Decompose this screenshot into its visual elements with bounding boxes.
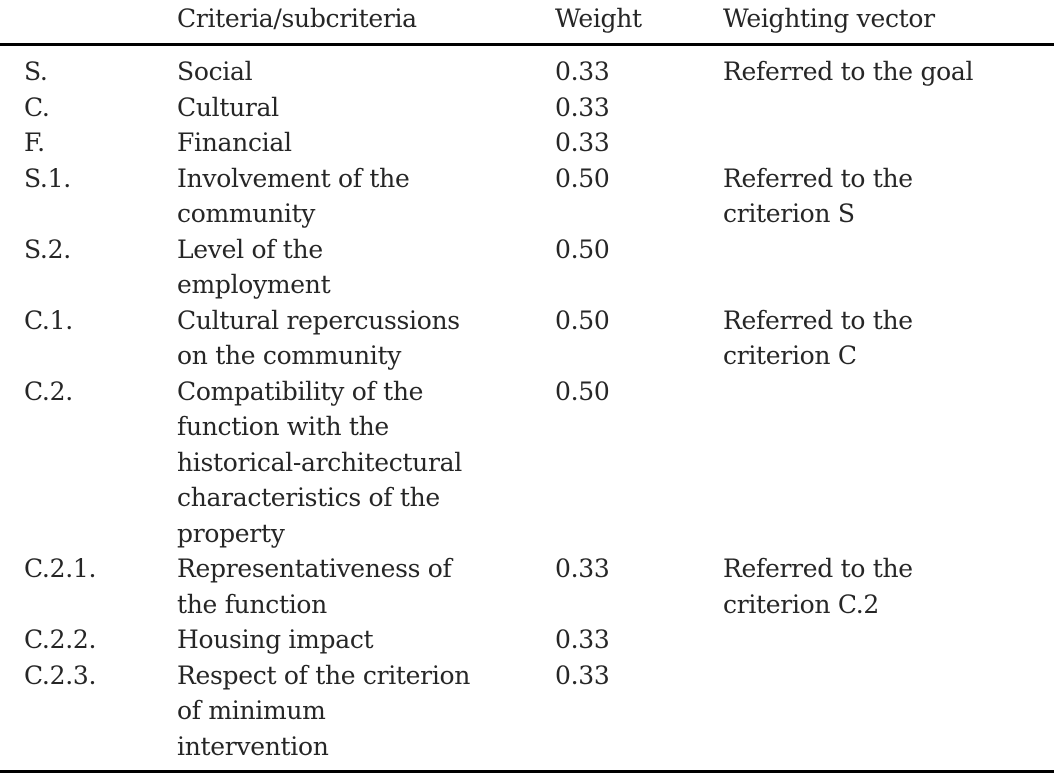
criteria-line: Cultural [177,92,279,122]
row-weight: 0.50 [555,305,610,335]
criteria-line: Involvement of the [177,163,410,193]
criteria-line: function with the [177,412,389,441]
row-criteria: Social [177,54,555,90]
row-criteria: Respect of the criterion of minimum interv… [177,658,555,765]
criteria-line: employment [177,270,331,299]
table-row: C.2.2. Housing impact 0.33 [0,622,1054,658]
row-code: S. [24,57,48,86]
row-code: S.1. [24,163,71,193]
row-code: F. [24,128,45,157]
row-code: C.1. [24,305,73,335]
row-code: C.2.3. [24,660,97,690]
row-code: C.2. [24,376,73,406]
row-criteria: Cultural [177,90,555,126]
weighting-vector-line: Referred to the [723,305,913,335]
weighting-vector-line: Referred to the [723,163,913,193]
table-row: S.1. Involvement of the community 0.50 Re… [0,161,1054,232]
criteria-line: the function [177,589,327,619]
row-weight: 0.33 [555,128,610,157]
row-weight: 0.50 [555,376,610,406]
criteria-line: Level of the [177,234,323,264]
row-code: C.2.1. [24,554,97,583]
criteria-line: Housing impact [177,625,374,654]
row-weight: 0.33 [555,92,610,122]
row-weight: 0.50 [555,234,610,264]
criteria-line: intervention [177,731,329,761]
criteria-line: historical-architectural [177,447,462,477]
weighting-vector-line: criterion S [723,199,855,228]
row-criteria: Housing impact [177,622,555,658]
criteria-line: Cultural repercussions [177,305,460,335]
criteria-line: Social [177,57,253,86]
table-row: S. Social 0.33 Referred to the goal [0,54,1054,90]
weighting-vector-line: Referred to the [723,554,913,583]
weighting-vector-line: criterion C [723,341,857,370]
row-weighting-vector: Referred to the criterion C.2 [723,551,1054,622]
table-row: C. Cultural 0.33 [0,90,1054,126]
criteria-line: property [177,518,285,548]
criteria-line: Compatibility of the [177,376,424,406]
row-criteria: Cultural repercussions on the community [177,303,555,374]
criteria-line: Respect of the criterion [177,660,471,690]
table-row: S.2. Level of the employment 0.50 [0,232,1054,303]
table-header-row: Criteria/subcriteria Weight Weighting ve… [0,0,1054,46]
header-criteria-subcriteria: Criteria/subcriteria [177,4,417,33]
table-row: C.2.3. Respect of the criterion of minimu… [0,658,1054,765]
row-code: C.2.2. [24,625,97,654]
table-row: C.2.1. Representativeness of the function… [0,551,1054,622]
row-weight: 0.33 [555,660,610,690]
row-weighting-vector: Referred to the goal [723,54,1054,90]
row-weighting-vector: Referred to the criterion S [723,161,1054,232]
row-weight: 0.33 [555,625,610,654]
weighting-vector-line: Referred to the goal [723,57,974,86]
criteria-line: characteristics of the [177,483,440,512]
table-row: C.1. Cultural repercussions on the commun… [0,303,1054,374]
table-row: C.2. Compatibility of the function with t… [0,374,1054,552]
criteria-line: Financial [177,128,292,157]
table-body: S. Social 0.33 Referred to the goal C. C… [0,46,1054,773]
criteria-line: on the community [177,341,402,370]
row-criteria: Level of the employment [177,232,555,303]
table-row: F. Financial 0.33 [0,125,1054,161]
row-criteria: Compatibility of the function with the his… [177,374,555,552]
header-code [24,0,177,43]
criteria-line: of minimum [177,696,326,725]
row-weighting-vector: Referred to the criterion C [723,303,1054,374]
row-weight: 0.33 [555,57,610,86]
row-criteria: Involvement of the community [177,161,555,232]
header-weight: Weight [555,4,642,33]
row-weight: 0.50 [555,163,610,193]
row-code: S.2. [24,234,71,264]
row-weight: 0.33 [555,554,610,583]
header-weighting-vector: Weighting vector [723,4,935,33]
row-criteria: Financial [177,125,555,161]
row-criteria: Representativeness of the function [177,551,555,622]
criteria-line: Representativeness of [177,554,452,583]
criteria-line: community [177,199,316,228]
weighting-vector-line: criterion C.2 [723,589,880,619]
row-code: C. [24,92,50,122]
